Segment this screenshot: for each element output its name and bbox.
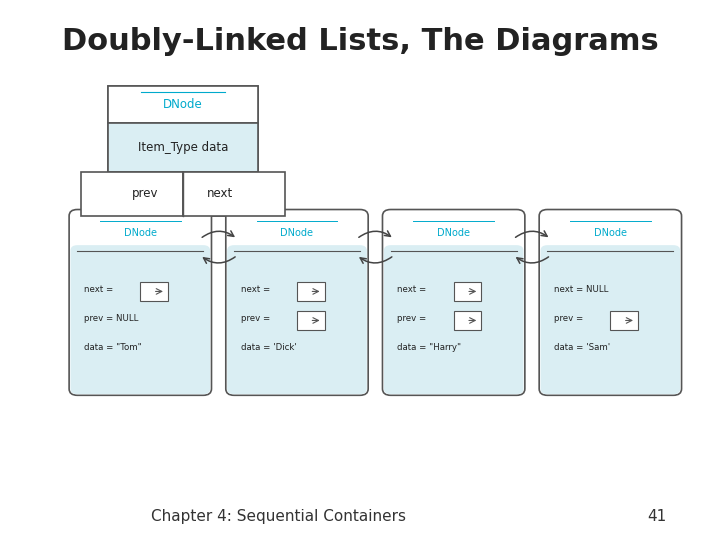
Text: Item_Type data: Item_Type data bbox=[138, 141, 228, 154]
FancyBboxPatch shape bbox=[611, 311, 638, 330]
Text: DNode: DNode bbox=[437, 228, 470, 238]
Text: Doubly-Linked Lists, The Diagrams: Doubly-Linked Lists, The Diagrams bbox=[62, 27, 658, 56]
Text: DNode: DNode bbox=[594, 228, 627, 238]
FancyBboxPatch shape bbox=[454, 311, 482, 330]
Text: prev =: prev = bbox=[554, 314, 583, 323]
Text: prev = NULL: prev = NULL bbox=[84, 314, 138, 323]
Text: DNode: DNode bbox=[163, 98, 203, 111]
Text: data = "Tom": data = "Tom" bbox=[84, 343, 142, 352]
FancyBboxPatch shape bbox=[382, 210, 525, 395]
FancyBboxPatch shape bbox=[297, 282, 325, 301]
FancyBboxPatch shape bbox=[384, 245, 523, 394]
Text: data = 'Sam': data = 'Sam' bbox=[554, 343, 611, 352]
Text: next =: next = bbox=[397, 285, 427, 294]
Text: next: next bbox=[207, 187, 233, 200]
FancyBboxPatch shape bbox=[108, 86, 258, 123]
Text: next =: next = bbox=[240, 285, 270, 294]
FancyBboxPatch shape bbox=[108, 123, 258, 172]
Text: DNode: DNode bbox=[124, 228, 157, 238]
FancyBboxPatch shape bbox=[183, 172, 285, 216]
Text: prev =: prev = bbox=[397, 314, 427, 323]
FancyBboxPatch shape bbox=[454, 282, 482, 301]
Text: prev: prev bbox=[132, 187, 158, 200]
FancyBboxPatch shape bbox=[69, 210, 212, 395]
FancyBboxPatch shape bbox=[541, 245, 680, 394]
Text: 41: 41 bbox=[647, 509, 667, 524]
FancyBboxPatch shape bbox=[108, 86, 258, 216]
Text: data = "Harry": data = "Harry" bbox=[397, 343, 462, 352]
FancyBboxPatch shape bbox=[140, 282, 168, 301]
FancyBboxPatch shape bbox=[297, 311, 325, 330]
FancyBboxPatch shape bbox=[539, 210, 682, 395]
FancyBboxPatch shape bbox=[226, 210, 368, 395]
Text: data = 'Dick': data = 'Dick' bbox=[240, 343, 297, 352]
FancyBboxPatch shape bbox=[71, 245, 210, 394]
Text: Chapter 4: Sequential Containers: Chapter 4: Sequential Containers bbox=[150, 509, 406, 524]
FancyBboxPatch shape bbox=[81, 172, 183, 216]
Text: next =: next = bbox=[84, 285, 113, 294]
Text: DNode: DNode bbox=[281, 228, 313, 238]
FancyBboxPatch shape bbox=[227, 245, 366, 394]
Text: prev =: prev = bbox=[240, 314, 270, 323]
Text: next = NULL: next = NULL bbox=[554, 285, 608, 294]
